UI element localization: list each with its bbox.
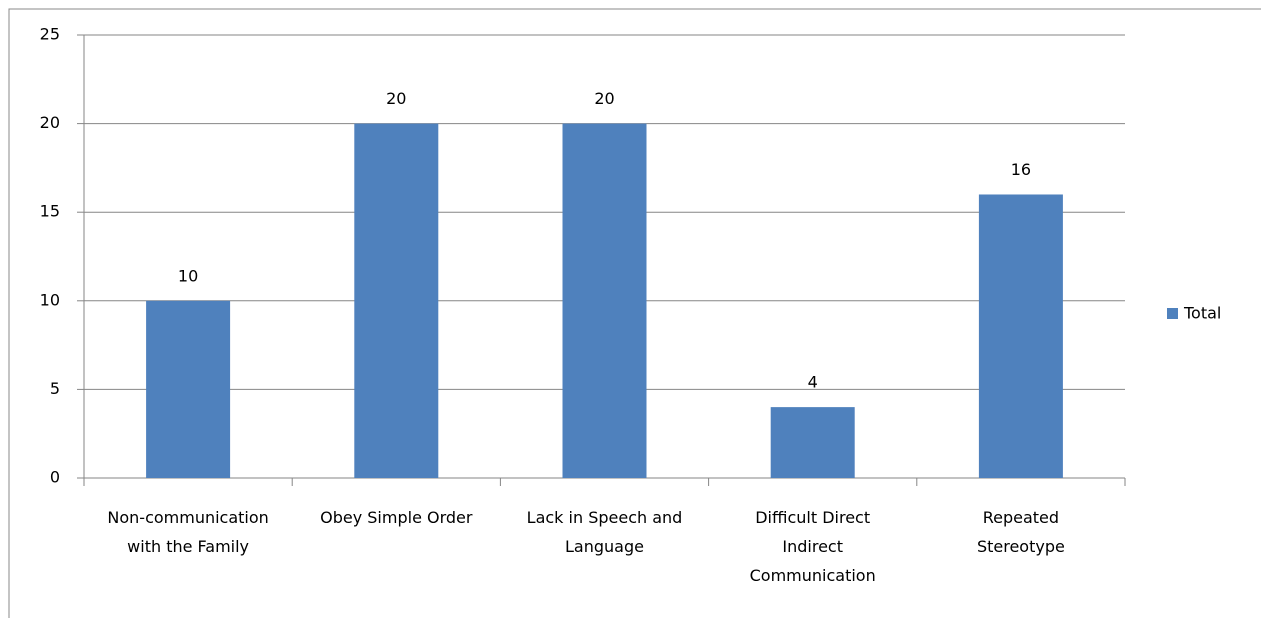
x-tick-label: Obey Simple Order <box>320 508 473 527</box>
bar <box>978 194 1063 479</box>
y-tick-label: 15 <box>40 202 60 221</box>
bar <box>770 407 855 478</box>
bar <box>354 123 439 478</box>
y-tick-label: 5 <box>50 379 60 398</box>
bar <box>562 123 647 478</box>
data-label: 4 <box>808 373 818 392</box>
bar <box>146 300 231 478</box>
data-label: 20 <box>386 89 406 108</box>
legend-label: Total <box>1183 304 1221 323</box>
data-label: 16 <box>1011 160 1031 179</box>
data-label: 10 <box>178 266 198 285</box>
y-tick-label: 25 <box>40 25 60 44</box>
y-tick-label: 0 <box>50 468 60 487</box>
data-label: 20 <box>594 89 614 108</box>
x-tick-label: Difficult Direct Indirect Communication <box>749 508 876 585</box>
legend-swatch <box>1167 308 1178 319</box>
x-tick-label: Non-communication with the Family <box>107 508 269 556</box>
chart-border <box>8 8 1261 618</box>
y-tick-label: 20 <box>40 113 60 132</box>
y-tick-label: 10 <box>40 290 60 309</box>
x-tick-label: Repeated Stereotype <box>976 508 1065 556</box>
x-tick-label: Lack in Speech and Language <box>526 508 683 556</box>
